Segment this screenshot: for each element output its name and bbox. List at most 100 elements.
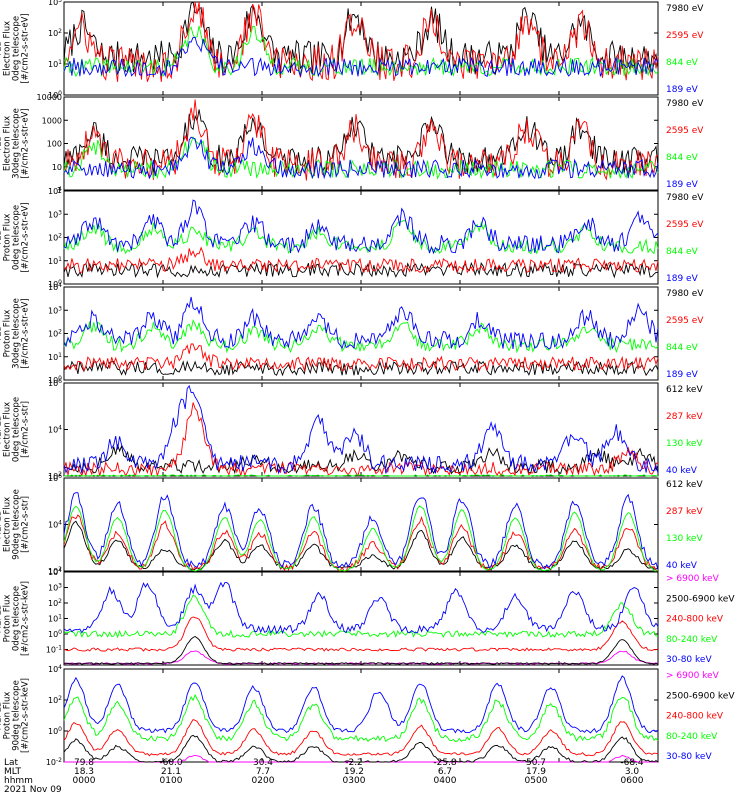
series-line-5 xyxy=(63,675,659,734)
legend-entry: 7980 eV xyxy=(666,99,704,109)
series-line-4 xyxy=(63,199,659,255)
ted-electron-0deg-panel: 100 101 102 103 TEDElectron Flux0deg telesco… xyxy=(0,0,704,100)
y-tick-label: 102 xyxy=(48,471,62,482)
y-tick-label: 104 xyxy=(48,186,62,197)
mlt-tick-1: 21.1 xyxy=(160,767,182,777)
lat-tick-0: 79.8 xyxy=(73,758,95,768)
y-tick-label: 100 xyxy=(48,279,62,290)
legend-entry: 2595 eV xyxy=(666,220,704,230)
ted-electron-30deg-panel: 1 10 100 1000 10000 TEDElectron Flux30deg tel… xyxy=(0,93,704,195)
series-line-1 xyxy=(64,444,659,475)
hhmm-tick-5: 0500 xyxy=(524,776,548,786)
legend-entry: 287 keV xyxy=(666,507,703,517)
lat-tick-4: -25.8 xyxy=(433,758,457,768)
mlt-tick-2: 7.7 xyxy=(255,767,271,777)
lat-tick-3: -2.2 xyxy=(345,758,363,768)
y-tick-label: 106 xyxy=(48,378,62,389)
series-line-2 xyxy=(63,246,659,274)
series-line-2 xyxy=(63,635,659,665)
legend-entry: 189 eV xyxy=(666,85,699,95)
y-tick-label: 101 xyxy=(48,613,62,624)
series-line-3 xyxy=(63,474,659,477)
legend-entry: 30-80 keV xyxy=(666,752,712,762)
y-tick-label: 104 xyxy=(48,519,62,530)
legend-entry: 130 keV xyxy=(666,534,703,544)
series-line-3 xyxy=(63,136,659,180)
series-line-4 xyxy=(63,693,659,743)
y-axis-title: MEPEDProton Flux0deg telescope[#/cm2-s-s… xyxy=(0,581,31,656)
y-tick-label: 10000 xyxy=(37,93,62,102)
legend-entry: 287 keV xyxy=(666,412,703,422)
y-tick-label: 102 xyxy=(48,28,62,39)
mlt-tick-4: 6.7 xyxy=(437,767,453,777)
meped-proton-90deg-panel: 10-2 100 102 104 MEPEDProton Flux90deg teles… xyxy=(0,664,735,768)
legend-entry: 80-240 keV xyxy=(666,732,718,742)
legend-entry: 7980 eV xyxy=(666,4,704,14)
series-line-4 xyxy=(63,36,659,78)
series-line-2 xyxy=(63,514,659,572)
lat-tick-2: 30.4 xyxy=(252,758,274,768)
legend-entry: 844 eV xyxy=(666,153,699,163)
y-axis-title: TEDProton Flux30deg telescope[#/cm2-s-st… xyxy=(0,298,31,369)
series-line-4 xyxy=(63,594,659,639)
y-tick-label: 103 xyxy=(48,209,62,220)
date-label: 2021 Nov 09 xyxy=(4,785,62,795)
ted-proton-30deg-panel: 100 101 102 103 104 TEDProton Flux30deg teles… xyxy=(0,282,704,386)
y-tick-label: 102 xyxy=(48,695,62,706)
y-tick-label: 101 xyxy=(48,351,62,362)
y-tick-label: 10-1 xyxy=(46,644,62,655)
y-tick-label: 104 xyxy=(48,424,62,435)
legend-entry: 844 eV xyxy=(666,58,699,68)
series-line-5 xyxy=(63,581,659,635)
row-label-mlt: MLT xyxy=(4,767,22,777)
row-label-lat: Lat xyxy=(4,758,19,768)
legend-entry: > 6900 keV xyxy=(666,574,720,584)
legend-entry: 30-80 keV xyxy=(666,655,712,665)
legend-entry: 240-800 keV xyxy=(666,615,724,625)
y-tick-label: 100 xyxy=(47,140,62,149)
y-tick-label: 102 xyxy=(48,598,62,609)
series-line-2 xyxy=(63,734,659,763)
y-tick-label: 10 xyxy=(52,163,62,172)
y-tick-label: 103 xyxy=(48,305,62,316)
series-line-3 xyxy=(63,25,659,78)
legend-entry: 2595 eV xyxy=(666,126,704,136)
mlt-tick-0: 18.3 xyxy=(73,767,95,777)
legend-entry: > 6900 keV xyxy=(666,671,720,681)
hhmm-tick-4: 0400 xyxy=(433,776,457,786)
y-tick-label: 102 xyxy=(48,566,62,577)
series-line-2 xyxy=(63,343,659,373)
y-tick-label: 102 xyxy=(48,232,62,243)
mlt-tick-6: 3.0 xyxy=(624,767,640,777)
y-tick-label: 100 xyxy=(48,629,62,640)
y-tick-label: 104 xyxy=(48,664,62,675)
hhmm-tick-2: 0200 xyxy=(251,776,275,786)
series-line-1 xyxy=(63,360,659,377)
hhmm-tick-3: 0300 xyxy=(342,776,366,786)
legend-entry: 2500-6900 keV xyxy=(666,691,735,701)
lat-tick-5: 50.7 xyxy=(525,758,547,768)
series-line-2 xyxy=(63,99,659,181)
series-line-4 xyxy=(63,384,659,475)
legend-entry: 2595 eV xyxy=(666,31,704,41)
legend-entry: 130 keV xyxy=(666,439,703,449)
legend-entry: 240-800 keV xyxy=(666,712,724,722)
y-tick-label: 100 xyxy=(48,375,62,386)
legend-entry: 189 eV xyxy=(666,274,699,284)
legend-entry: 189 eV xyxy=(666,370,699,380)
series-line-3 xyxy=(63,718,659,757)
y-tick-label: 10-2 xyxy=(46,757,62,768)
hhmm-tick-0: 0000 xyxy=(72,776,96,786)
panel-frame xyxy=(63,668,659,763)
y-tick-label: 1 xyxy=(57,186,62,195)
legend-entry: 2595 eV xyxy=(666,316,704,326)
lat-tick-1: -60.0 xyxy=(159,758,183,768)
y-axis-title: TEDElectron Flux30deg telescope[#/cm2-s-… xyxy=(0,108,31,179)
legend-entry: 612 keV xyxy=(666,480,703,490)
y-axis-title: TEDElectron Flux0deg telescope[#/cm2-s-s… xyxy=(0,13,31,83)
legend-entry: 844 eV xyxy=(666,343,699,353)
y-tick-label: 101 xyxy=(48,255,62,266)
